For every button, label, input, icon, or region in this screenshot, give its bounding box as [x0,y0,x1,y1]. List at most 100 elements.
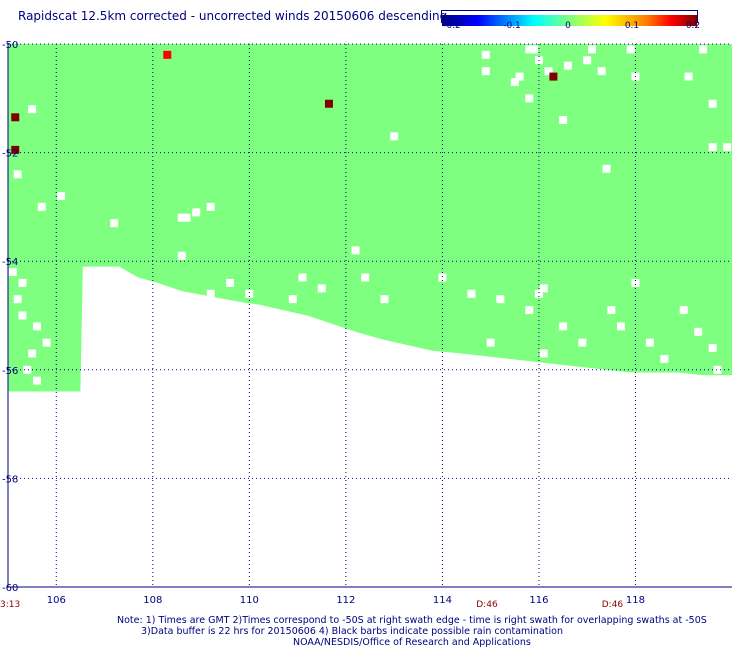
missing-cell [486,338,495,347]
x-tick-label: 118 [626,595,645,606]
missing-cell [182,213,191,222]
missing-cell [660,354,669,363]
missing-cell [723,143,732,152]
missing-cell [390,132,399,141]
missing-cell [583,56,592,65]
x-tick-label: 114 [433,595,452,606]
colorbar-gradient [442,15,697,26]
missing-cell [607,306,616,315]
missing-cell [708,344,717,353]
y-tick-label: -60 [2,583,18,594]
colorbar-tick-label: 0 [565,21,571,31]
missing-cell [544,67,553,76]
x-tick-label: 112 [336,595,355,606]
missing-cell [481,67,490,76]
missing-cell [37,202,46,211]
missing-cell [525,45,534,54]
missing-cell [559,116,568,125]
missing-cell [32,376,41,385]
missing-cell [588,45,597,54]
colorbar-tick-label: -0.2 [443,21,461,31]
x-tick-label: 116 [529,595,548,606]
missing-cell [298,273,307,282]
missing-cell [317,284,326,293]
difference-cell [163,50,172,59]
missing-cell [245,289,254,298]
difference-cell [11,145,20,154]
missing-cell [28,105,37,114]
missing-cell [559,322,568,331]
missing-cell [563,61,572,70]
missing-cell [380,295,389,304]
missing-cell [539,349,548,358]
y-tick-label: -58 [2,474,18,485]
colorbar-tick-label: 0.2 [685,21,701,31]
missing-cell [602,164,611,173]
missing-cell [578,338,587,347]
difference-cell [549,72,558,81]
missing-cell [288,295,297,304]
missing-cell [708,143,717,152]
colorbar-tick-label: -0.1 [503,21,521,31]
missing-cell [539,284,548,293]
missing-cell [534,289,543,298]
missing-cell [18,311,27,320]
missing-cell [13,295,22,304]
missing-cell [645,338,654,347]
missing-cell [8,268,17,277]
y-tick-label: -54 [2,257,18,268]
missing-cell [515,72,524,81]
missing-cell [481,50,490,59]
missing-cell [694,327,703,336]
missing-cell [679,306,688,315]
missing-cell [110,219,119,228]
missing-cell [467,289,476,298]
missing-cell [192,208,201,217]
missing-cell [684,72,693,81]
missing-cell [616,322,625,331]
missing-cell [42,338,51,347]
missing-cell [699,45,708,54]
missing-cell [525,94,534,103]
missing-cell [177,251,186,260]
missing-cell [510,78,519,87]
missing-cell [206,289,215,298]
swath-coverage [8,44,732,392]
missing-cell [626,45,635,54]
x-tick-label: 110 [240,595,259,606]
chart-title: Rapidscat 12.5km corrected - uncorrected… [18,9,448,23]
missing-cell [206,202,215,211]
missing-cell [713,365,722,374]
missing-cell [351,246,360,255]
colorbar-tick-label: 0.1 [624,21,640,31]
missing-cell [708,99,717,108]
swath-time-label: D:46 [601,600,624,610]
missing-cell [23,365,32,374]
missing-cell [226,278,235,287]
missing-cell [631,278,640,287]
footnote-line: 3)Data buffer is 22 hrs for 20150606 4) … [141,626,563,637]
y-tick-label: -56 [2,366,18,377]
x-tick-label: 108 [143,595,162,606]
footnotes: Note: 1) Times are GMT 2)Times correspon… [0,615,740,648]
missing-cell [525,306,534,315]
difference-cell [11,113,20,122]
missing-cell [496,295,505,304]
missing-cell [32,322,41,331]
x-tick-label: 106 [47,595,66,606]
missing-cell [438,273,447,282]
footnote-line: NOAA/NESDIS/Office of Research and Appli… [293,637,531,648]
y-tick-label: -50 [2,40,18,51]
missing-cell [177,213,186,222]
missing-cell [597,67,606,76]
swath-time-label: D:46 [476,600,498,610]
colorbar [441,10,698,26]
missing-cell [28,349,37,358]
swath-time-label: 3:13 [0,600,21,610]
missing-cell [57,192,66,201]
footnote-line: Note: 1) Times are GMT 2)Times correspon… [117,615,707,626]
y-tick-label: -52 [2,149,18,160]
missing-cell [18,278,27,287]
missing-cell [361,273,370,282]
